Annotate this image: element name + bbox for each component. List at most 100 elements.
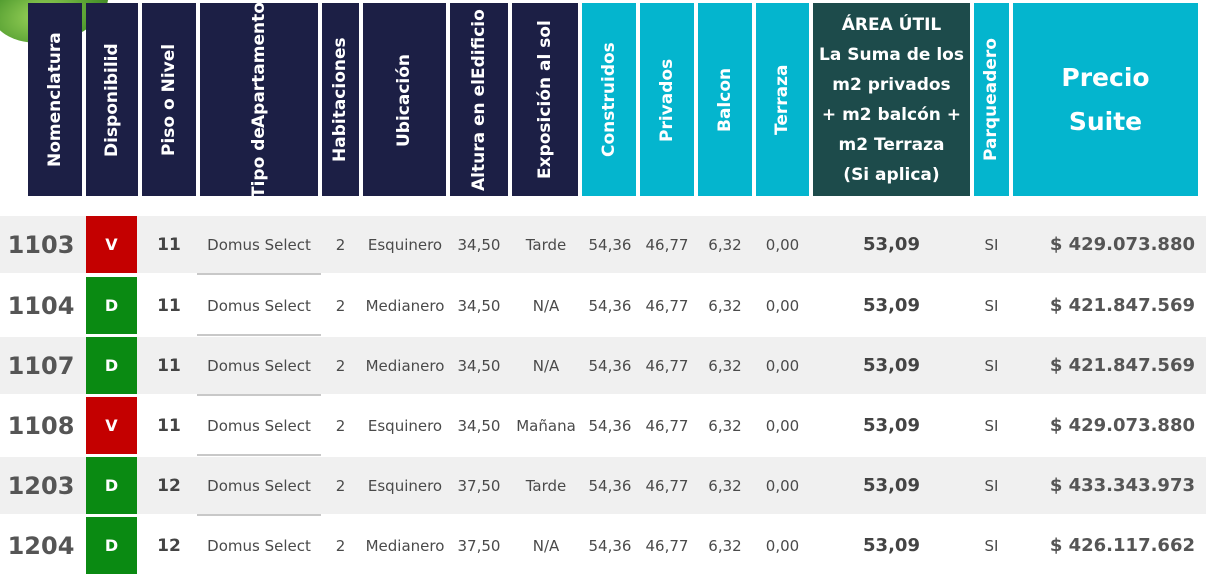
habitaciones-cell: 2 bbox=[335, 235, 346, 254]
construidos-cell: 54,36 bbox=[588, 356, 632, 375]
habitaciones-cell: 2 bbox=[335, 416, 346, 435]
header-precio: Precio Suite bbox=[1013, 3, 1198, 196]
header-area-line-3: m2 privados bbox=[832, 74, 951, 95]
balcon-cell: 6,32 bbox=[708, 235, 742, 254]
parqueadero-cell: SI bbox=[984, 536, 999, 555]
altura-cell: 34,50 bbox=[457, 356, 501, 375]
header-altura: Altura en el Edificio bbox=[450, 3, 508, 196]
parqueadero-cell: SI bbox=[984, 296, 999, 315]
ubicacion-cell: Medianero bbox=[365, 356, 445, 375]
habitaciones-cell: 2 bbox=[335, 296, 346, 315]
header-altura-line-2: Edificio bbox=[468, 8, 489, 79]
ubicacion-cell: Medianero bbox=[365, 296, 445, 315]
exposicion-cell: Mañana bbox=[516, 416, 576, 435]
nomenclatura-cell: 1203 bbox=[7, 471, 75, 500]
header-area-line-4: + m2 balcón + bbox=[821, 104, 962, 125]
disponibilidad-badge: V bbox=[86, 216, 137, 273]
terraza-cell: 0,00 bbox=[765, 296, 800, 315]
tipo-cell: Domus Select bbox=[207, 416, 311, 435]
area-util-cell: 53,09 bbox=[863, 295, 920, 316]
header-area-line-1: ÁREA ÚTIL bbox=[841, 14, 942, 35]
balcon-cell: 6,32 bbox=[708, 536, 742, 555]
tipo-cell: Domus Select bbox=[207, 356, 311, 375]
altura-cell: 34,50 bbox=[457, 235, 501, 254]
exposicion-cell: N/A bbox=[532, 536, 560, 555]
row-divider bbox=[197, 514, 321, 516]
table-row: V 1103 11 Domus Select 2 Esquinero 34,50 Tarde 5… bbox=[0, 216, 1206, 275]
area-util-cell: 53,09 bbox=[863, 415, 920, 436]
header-tipo-line-2: Apartamento bbox=[248, 1, 269, 128]
header-area-line-6: (Si aplica) bbox=[843, 164, 940, 185]
privados-cell: 46,77 bbox=[645, 296, 689, 315]
area-util-cell: 53,09 bbox=[863, 234, 920, 255]
parqueadero-cell: SI bbox=[984, 235, 999, 254]
header-balcon-label: Balcon bbox=[714, 67, 735, 132]
balcon-cell: 6,32 bbox=[708, 416, 742, 435]
disponibilidad-badge: D bbox=[86, 337, 137, 394]
header-habitaciones: Habitaciones bbox=[322, 3, 359, 196]
nomenclatura-cell: 1108 bbox=[7, 411, 75, 440]
balcon-cell: 6,32 bbox=[708, 296, 742, 315]
terraza-cell: 0,00 bbox=[765, 416, 800, 435]
piso-cell: 11 bbox=[157, 234, 181, 255]
header-terraza-label: Terraza bbox=[772, 64, 792, 135]
header-altura-line-1: Altura en el bbox=[468, 78, 489, 191]
disponibilidad-badge: V bbox=[86, 397, 137, 454]
header-parqueadero: Parqueadero bbox=[974, 3, 1009, 196]
header-exposicion: Exposición al sol bbox=[512, 3, 578, 196]
construidos-cell: 54,36 bbox=[588, 476, 632, 495]
exposicion-cell: Tarde bbox=[525, 235, 567, 254]
header-tipo-label: Tipo de Apartamento bbox=[249, 1, 269, 198]
nomenclatura-cell: 1103 bbox=[7, 230, 75, 259]
header-precio-line-1: Precio bbox=[1061, 63, 1150, 92]
ubicacion-cell: Esquinero bbox=[367, 416, 443, 435]
row-divider bbox=[197, 394, 321, 396]
habitaciones-cell: 2 bbox=[335, 476, 346, 495]
table-row: D 1104 11 Domus Select 2 Medianero 34,50 N/A 54,… bbox=[0, 277, 1206, 336]
exposicion-cell: N/A bbox=[532, 356, 560, 375]
parqueadero-cell: SI bbox=[984, 416, 999, 435]
construidos-cell: 54,36 bbox=[588, 416, 632, 435]
header-area-line-5: m2 Terraza bbox=[838, 134, 945, 155]
altura-cell: 37,50 bbox=[457, 476, 501, 495]
disponibilidad-badge: D bbox=[86, 277, 137, 334]
header-tipo-line-1: Tipo de bbox=[248, 127, 269, 198]
header-nomenclatura-label: Nomenclatura bbox=[44, 32, 65, 167]
row-divider bbox=[197, 334, 321, 336]
piso-cell: 12 bbox=[157, 475, 181, 496]
header-privados-label: Privados bbox=[656, 57, 677, 142]
nomenclatura-cell: 1204 bbox=[7, 531, 75, 560]
piso-cell: 11 bbox=[157, 295, 181, 316]
row-divider bbox=[197, 273, 321, 275]
piso-cell: 11 bbox=[157, 355, 181, 376]
header-habitaciones-label: Habitaciones bbox=[330, 37, 350, 162]
privados-cell: 46,77 bbox=[645, 536, 689, 555]
privados-cell: 46,77 bbox=[645, 476, 689, 495]
nomenclatura-cell: 1104 bbox=[7, 291, 75, 320]
piso-cell: 12 bbox=[157, 535, 181, 556]
privados-cell: 46,77 bbox=[645, 416, 689, 435]
disponibilidad-badge: D bbox=[86, 457, 137, 514]
header-tipo: Tipo de Apartamento bbox=[200, 1, 318, 198]
header-privados: Privados bbox=[640, 3, 694, 196]
table-row: D 1204 12 Domus Select 2 Medianero 37,50 N/A 54,… bbox=[0, 517, 1206, 574]
header-construidos-label: Construidos bbox=[598, 42, 619, 157]
header-area-util: ÁREA ÚTIL La Suma de los m2 privados + m… bbox=[813, 3, 970, 196]
header-piso-label: Piso o Nivel bbox=[158, 43, 179, 156]
piso-cell: 11 bbox=[157, 415, 181, 436]
privados-cell: 46,77 bbox=[645, 235, 689, 254]
balcon-cell: 6,32 bbox=[708, 356, 742, 375]
header-altura-label: Altura en el Edificio bbox=[468, 8, 489, 191]
header-ubicacion-label: Ubicación bbox=[394, 52, 414, 147]
altura-cell: 37,50 bbox=[457, 536, 501, 555]
habitaciones-cell: 2 bbox=[335, 356, 346, 375]
construidos-cell: 54,36 bbox=[588, 235, 632, 254]
tipo-cell: Domus Select bbox=[207, 476, 311, 495]
precio-cell: $ 433.343.973 bbox=[1049, 475, 1195, 496]
header-terraza: Terraza bbox=[756, 3, 809, 196]
header-area-line-2: La Suma de los bbox=[819, 44, 964, 65]
area-util-cell: 53,09 bbox=[863, 355, 920, 376]
header-disponibilidad-label: Disponibilid bbox=[101, 42, 122, 157]
area-util-cell: 53,09 bbox=[863, 535, 920, 556]
terraza-cell: 0,00 bbox=[765, 536, 800, 555]
